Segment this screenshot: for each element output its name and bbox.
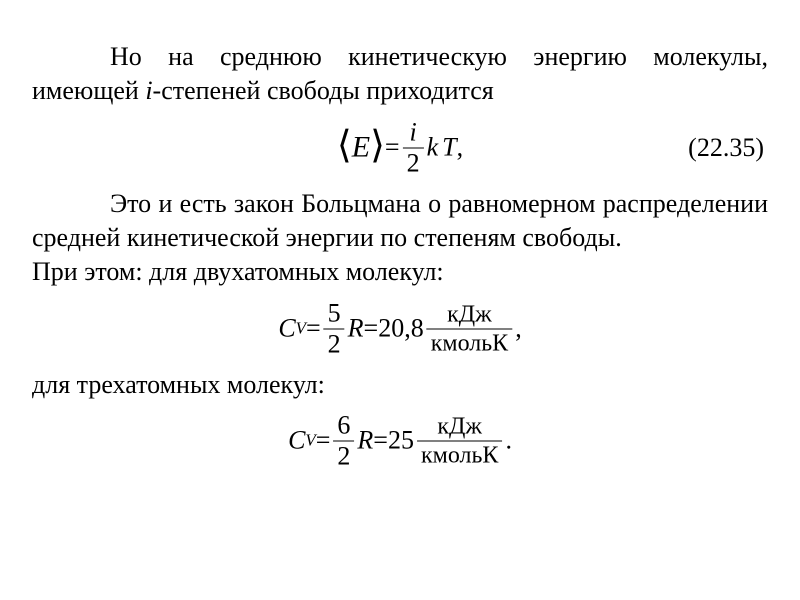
frac-den: 2 bbox=[403, 148, 424, 176]
unit-num: кДж bbox=[443, 302, 496, 328]
eq3-period: . bbox=[505, 424, 512, 458]
para1-text-b: -степеней свободы приходится bbox=[153, 76, 494, 105]
equals-sign-2: = bbox=[364, 311, 379, 345]
equation-3-row: CV = 6 2 R = 25 кДж кмольК . bbox=[32, 406, 768, 476]
page: Но на среднюю кинетическую энергию молек… bbox=[0, 0, 800, 600]
unit-den: кмольК bbox=[427, 329, 512, 355]
var-T: T bbox=[442, 130, 456, 164]
equals-sign-2: = bbox=[373, 424, 388, 458]
frac-num: 5 bbox=[324, 300, 345, 328]
paragraph-4: для трехатомных молекул: bbox=[32, 368, 768, 402]
eq1-comma: , bbox=[457, 130, 464, 164]
unit-fraction: кДж кмольК bbox=[427, 302, 512, 355]
frac-den: 2 bbox=[324, 329, 345, 357]
angle-bracket-left: ⟨ bbox=[337, 134, 352, 157]
fraction-i-2: i 2 bbox=[403, 119, 424, 176]
eq2-comma: , bbox=[515, 311, 522, 345]
equation-3: CV = 6 2 R = 25 кДж кмольК . bbox=[288, 412, 512, 469]
value-20-8: 20,8 bbox=[378, 311, 424, 345]
equation-1-row: ⟨ E ⟩ = i 2 kT, (22.35) bbox=[32, 113, 768, 183]
frac-den: 2 bbox=[333, 441, 354, 469]
equation-1-number: (22.35) bbox=[688, 130, 764, 164]
angle-bracket-right: ⟩ bbox=[370, 134, 385, 157]
paragraph-1: Но на среднюю кинетическую энергию молек… bbox=[32, 40, 768, 109]
frac-num: i bbox=[405, 119, 420, 147]
unit-fraction: кДж кмольК bbox=[417, 414, 502, 467]
frac-num: 6 bbox=[333, 412, 354, 440]
var-R: R bbox=[357, 424, 373, 458]
value-25: 25 bbox=[388, 424, 414, 458]
var-R: R bbox=[348, 311, 364, 345]
var-k: k bbox=[427, 130, 439, 164]
equation-1: ⟨ E ⟩ = i 2 kT, bbox=[337, 119, 463, 176]
fraction-5-2: 5 2 bbox=[324, 300, 345, 357]
para4-text: для трехатомных молекул: bbox=[32, 370, 325, 399]
para3-text: При этом: для двухатомных молекул: bbox=[32, 257, 444, 286]
paragraph-2: Это и есть закон Больцмана о равномерном… bbox=[32, 187, 768, 256]
sub-V: V bbox=[305, 430, 315, 452]
var-C: C bbox=[278, 311, 295, 345]
var-i: i bbox=[145, 76, 152, 105]
fraction-6-2: 6 2 bbox=[333, 412, 354, 469]
sub-V: V bbox=[296, 317, 306, 339]
equals-sign: = bbox=[306, 311, 321, 345]
para2-text: Это и есть закон Больцмана о равномерном… bbox=[32, 189, 768, 252]
equation-2: CV = 5 2 R = 20,8 кДж кмольК , bbox=[278, 300, 521, 357]
var-E: E bbox=[352, 128, 370, 168]
unit-den: кмольК bbox=[417, 441, 502, 467]
var-C: C bbox=[288, 424, 305, 458]
equation-2-row: CV = 5 2 R = 20,8 кДж кмольК , bbox=[32, 294, 768, 364]
paragraph-3: При этом: для двухатомных молекул: bbox=[32, 255, 768, 289]
unit-num: кДж bbox=[433, 414, 486, 440]
equals-sign: = bbox=[316, 424, 331, 458]
equals-sign: = bbox=[385, 130, 400, 164]
